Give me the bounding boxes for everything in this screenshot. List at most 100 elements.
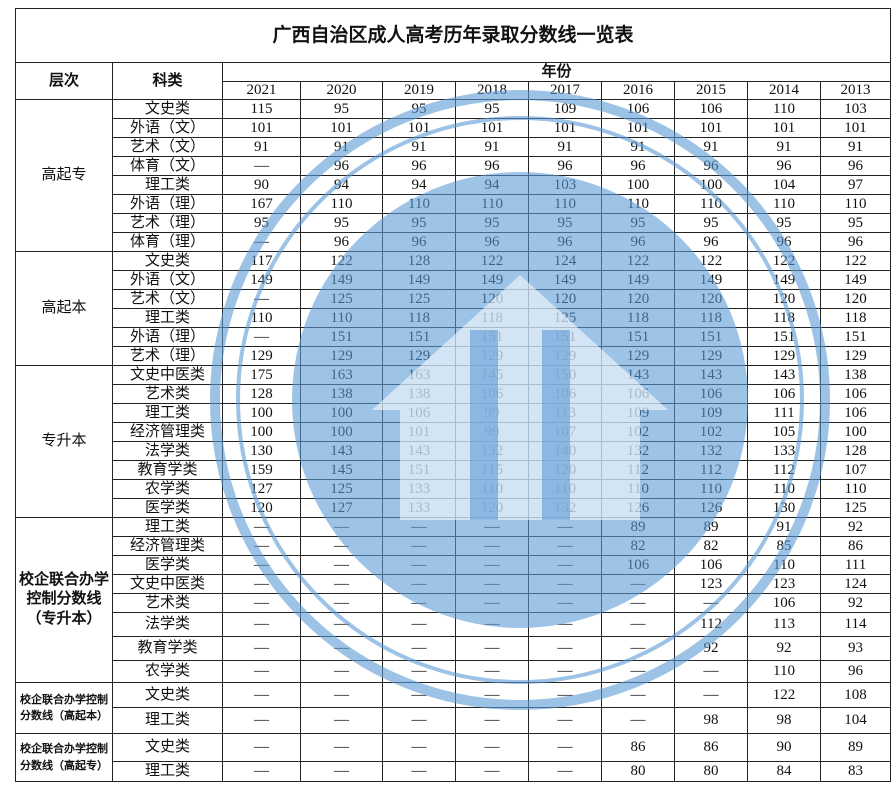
table-row: 教育学类 159 145 151 115 120 112 112 112 107 bbox=[16, 460, 892, 480]
score-cell: 122 bbox=[819, 251, 892, 271]
score-cell: — bbox=[382, 707, 456, 734]
score-cell: 149 bbox=[747, 270, 821, 290]
table-row: 医学类 — — — — —106 106 110 111 bbox=[16, 555, 892, 575]
score-cell: 101 bbox=[455, 118, 529, 138]
category-cell: 艺术（理） bbox=[112, 346, 223, 366]
table-row: 艺术（文） 91 91 91 91 91 91 91 91 91 bbox=[16, 137, 892, 157]
header-year-group: 年份 bbox=[221, 62, 892, 82]
score-cell: 100 bbox=[674, 175, 748, 195]
score-cell: — bbox=[674, 593, 748, 613]
score-cell: 90 bbox=[222, 175, 301, 195]
score-cell: — bbox=[300, 555, 383, 575]
score-cell: 95 bbox=[222, 213, 301, 233]
score-cell: 95 bbox=[819, 213, 892, 233]
score-cell: 96 bbox=[455, 156, 529, 176]
score-cell: 95 bbox=[601, 213, 675, 233]
score-cell: 106 bbox=[747, 384, 821, 404]
score-cell: 91 bbox=[222, 137, 301, 157]
score-cell: 118 bbox=[601, 308, 675, 328]
score-cell: — bbox=[382, 660, 456, 683]
score-cell: 106 bbox=[747, 593, 821, 613]
score-cell: 98 bbox=[747, 707, 821, 734]
score-cell: 91 bbox=[819, 137, 892, 157]
score-cell: 95 bbox=[747, 213, 821, 233]
score-cell: — bbox=[300, 574, 383, 594]
score-cell: 125 bbox=[819, 498, 892, 518]
score-cell: 101 bbox=[382, 118, 456, 138]
score-cell: — bbox=[601, 707, 675, 734]
score-cell: 129 bbox=[747, 346, 821, 366]
score-cell: — bbox=[300, 612, 383, 637]
score-cell: — bbox=[455, 761, 529, 782]
score-cell: — bbox=[601, 612, 675, 637]
score-cell: 99 bbox=[455, 422, 529, 442]
score-cell: 110 bbox=[674, 194, 748, 214]
score-cell: 86 bbox=[819, 536, 892, 556]
score-cell: 110 bbox=[747, 660, 821, 683]
score-cell: — bbox=[382, 593, 456, 613]
score-cell: 110 bbox=[819, 479, 892, 499]
score-cell: 106 bbox=[382, 403, 456, 423]
year-header: 2018 bbox=[455, 81, 529, 100]
score-cell: 126 bbox=[601, 498, 675, 518]
score-cell: 122 bbox=[747, 682, 821, 708]
score-cell: 110 bbox=[601, 479, 675, 499]
score-cell: 94 bbox=[300, 175, 383, 195]
score-cell: 94 bbox=[455, 175, 529, 195]
score-cell: — bbox=[455, 682, 529, 708]
score-cell: 149 bbox=[674, 270, 748, 290]
score-cell: 113 bbox=[747, 612, 821, 637]
score-cell: — bbox=[601, 593, 675, 613]
table-row: 外语（理） 167 110 110 110 110 110 110 110 110 bbox=[16, 194, 892, 214]
score-cell: — bbox=[382, 517, 456, 537]
score-cell: 95 bbox=[674, 213, 748, 233]
category-cell: 文史中医类 bbox=[112, 365, 223, 385]
score-cell: 83 bbox=[819, 761, 892, 782]
score-cell: 149 bbox=[455, 270, 529, 290]
score-cell: — bbox=[455, 517, 529, 537]
score-cell: 113 bbox=[528, 403, 602, 423]
score-cell: 106 bbox=[674, 99, 748, 119]
score-cell: 91 bbox=[747, 137, 821, 157]
score-cell: 97 bbox=[819, 175, 892, 195]
score-cell: — bbox=[222, 574, 301, 594]
category-cell: 外语（理） bbox=[112, 194, 223, 214]
year-header: 2019 bbox=[382, 81, 456, 100]
year-header: 2021 bbox=[222, 81, 301, 100]
score-cell: 106 bbox=[601, 384, 675, 404]
year-header: 2013 bbox=[819, 81, 892, 100]
score-cell: — bbox=[300, 707, 383, 734]
score-cell: 149 bbox=[222, 270, 301, 290]
score-cell: 133 bbox=[747, 441, 821, 461]
table-row: 理工类 110 110 118 118 125 118 118 118 118 bbox=[16, 308, 892, 328]
header-category: 科类 bbox=[112, 62, 223, 100]
score-cell: — bbox=[222, 517, 301, 537]
table-row: 艺术（文） —125 125 120 120 120 120 120 120 bbox=[16, 289, 892, 309]
score-cell: 103 bbox=[819, 99, 892, 119]
score-cell: 129 bbox=[601, 346, 675, 366]
score-cell: 129 bbox=[300, 346, 383, 366]
score-cell: 96 bbox=[819, 660, 892, 683]
score-cell: — bbox=[528, 761, 602, 782]
score-cell: 129 bbox=[819, 346, 892, 366]
score-cell: — bbox=[382, 636, 456, 661]
score-cell: 129 bbox=[528, 346, 602, 366]
score-cell: 112 bbox=[674, 612, 748, 637]
table-row: 艺术类 128 138 138 106 106 106 106 106 106 bbox=[16, 384, 892, 404]
score-cell: 151 bbox=[382, 327, 456, 347]
category-cell: 艺术（文） bbox=[112, 289, 223, 309]
score-cell: 100 bbox=[222, 403, 301, 423]
score-cell: — bbox=[222, 536, 301, 556]
score-cell: — bbox=[528, 707, 602, 734]
table-row: 外语（理） —151 151 151 151 151 151 151 151 bbox=[16, 327, 892, 347]
score-cell: 106 bbox=[455, 384, 529, 404]
category-cell: 文史类 bbox=[112, 99, 223, 119]
score-cell: 96 bbox=[747, 232, 821, 252]
table-row: 艺术类 — — — — — — —106 92 bbox=[16, 593, 892, 613]
score-cell: 89 bbox=[601, 517, 675, 537]
score-cell: 80 bbox=[601, 761, 675, 782]
score-cell: 110 bbox=[455, 194, 529, 214]
score-cell: 132 bbox=[528, 498, 602, 518]
score-cell: 101 bbox=[222, 118, 301, 138]
category-cell: 艺术（文） bbox=[112, 137, 223, 157]
